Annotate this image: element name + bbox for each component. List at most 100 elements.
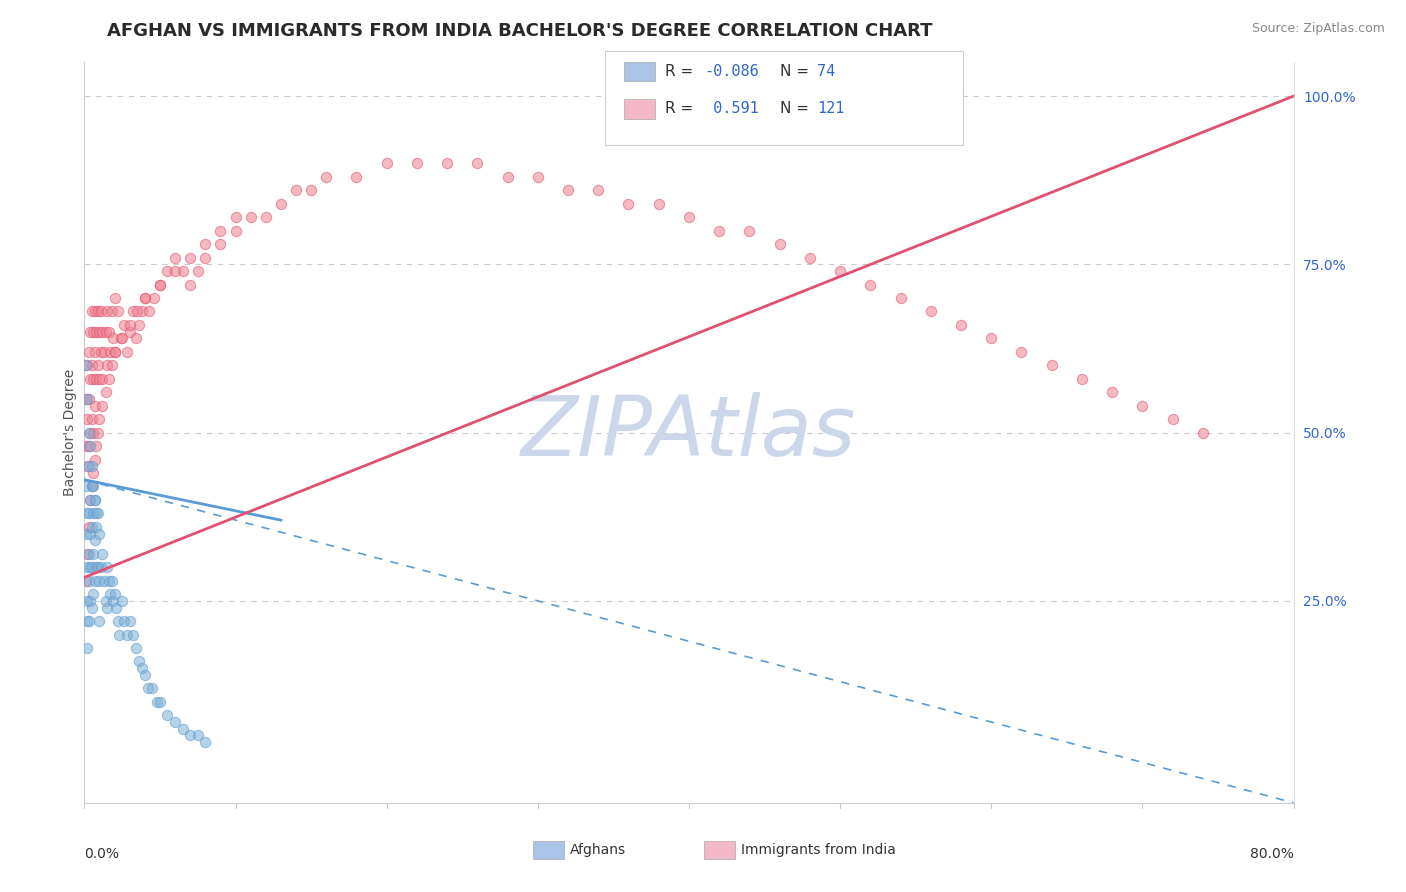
Point — [125, 640, 148, 655]
Text: N =: N = — [780, 102, 814, 116]
Point — [86, 507, 108, 521]
Point — [149, 695, 172, 709]
Point — [77, 574, 100, 588]
Point — [118, 325, 141, 339]
Point — [94, 325, 117, 339]
Point — [187, 264, 209, 278]
Point — [76, 547, 98, 561]
Point — [270, 196, 292, 211]
Point — [77, 507, 100, 521]
Point — [79, 425, 101, 440]
Point — [87, 359, 110, 373]
Point — [90, 560, 112, 574]
Point — [93, 344, 115, 359]
Point — [84, 574, 107, 588]
Point — [94, 385, 117, 400]
Point — [859, 277, 882, 292]
Point — [799, 251, 821, 265]
Point — [111, 331, 134, 345]
Point — [76, 359, 98, 373]
Point — [86, 325, 108, 339]
Point — [76, 614, 98, 628]
Point — [75, 526, 97, 541]
Point — [84, 492, 107, 507]
Point — [105, 600, 128, 615]
Point — [77, 520, 100, 534]
Point — [1040, 359, 1063, 373]
Point — [285, 183, 308, 197]
Point — [165, 714, 187, 729]
Point — [1161, 412, 1184, 426]
Text: 0.0%: 0.0% — [84, 847, 120, 861]
Point — [467, 156, 489, 170]
Point — [82, 547, 104, 561]
Point — [86, 560, 108, 574]
Point — [91, 325, 114, 339]
Point — [79, 560, 101, 574]
Point — [80, 479, 103, 493]
Point — [104, 291, 127, 305]
Point — [920, 304, 942, 318]
Point — [128, 318, 150, 332]
Point — [110, 331, 132, 345]
Point — [165, 264, 187, 278]
Point — [84, 452, 107, 467]
Point — [830, 264, 852, 278]
Point — [136, 681, 159, 696]
Point — [84, 533, 107, 548]
Point — [1130, 399, 1153, 413]
Point — [79, 492, 101, 507]
Point — [79, 439, 101, 453]
Point — [80, 560, 103, 574]
Point — [112, 614, 135, 628]
Point — [194, 237, 217, 252]
Text: 80.0%: 80.0% — [1250, 847, 1294, 861]
Point — [142, 291, 165, 305]
Point — [89, 574, 111, 588]
Point — [77, 425, 100, 440]
Point — [108, 627, 131, 641]
Point — [75, 439, 97, 453]
Point — [79, 372, 101, 386]
Point — [141, 681, 163, 696]
Text: R =: R = — [665, 64, 699, 78]
Point — [77, 392, 100, 406]
Point — [77, 459, 100, 474]
Point — [194, 251, 217, 265]
Point — [79, 325, 101, 339]
Point — [87, 304, 110, 318]
Point — [254, 211, 277, 225]
Point — [156, 708, 179, 723]
Point — [104, 587, 127, 601]
Point — [89, 372, 111, 386]
Point — [80, 304, 103, 318]
Point — [209, 237, 232, 252]
Point — [98, 587, 121, 601]
Text: 121: 121 — [817, 102, 844, 116]
Point — [121, 627, 143, 641]
Point — [527, 169, 550, 184]
Point — [75, 574, 97, 588]
Text: 74: 74 — [817, 64, 835, 78]
Point — [82, 466, 104, 480]
Point — [101, 594, 124, 608]
Point — [75, 392, 97, 406]
Point — [709, 224, 731, 238]
Point — [179, 729, 201, 743]
Text: ZIPAtlas: ZIPAtlas — [522, 392, 856, 473]
Point — [172, 722, 194, 736]
Point — [87, 507, 110, 521]
Point — [299, 183, 322, 197]
Point — [86, 439, 108, 453]
Text: 0.591: 0.591 — [704, 102, 759, 116]
Point — [87, 560, 110, 574]
Point — [1011, 344, 1033, 359]
Point — [86, 372, 108, 386]
Point — [76, 507, 98, 521]
Point — [149, 277, 172, 292]
Point — [90, 304, 112, 318]
Point — [87, 425, 110, 440]
Point — [97, 372, 120, 386]
Point — [89, 614, 111, 628]
Point — [79, 526, 101, 541]
